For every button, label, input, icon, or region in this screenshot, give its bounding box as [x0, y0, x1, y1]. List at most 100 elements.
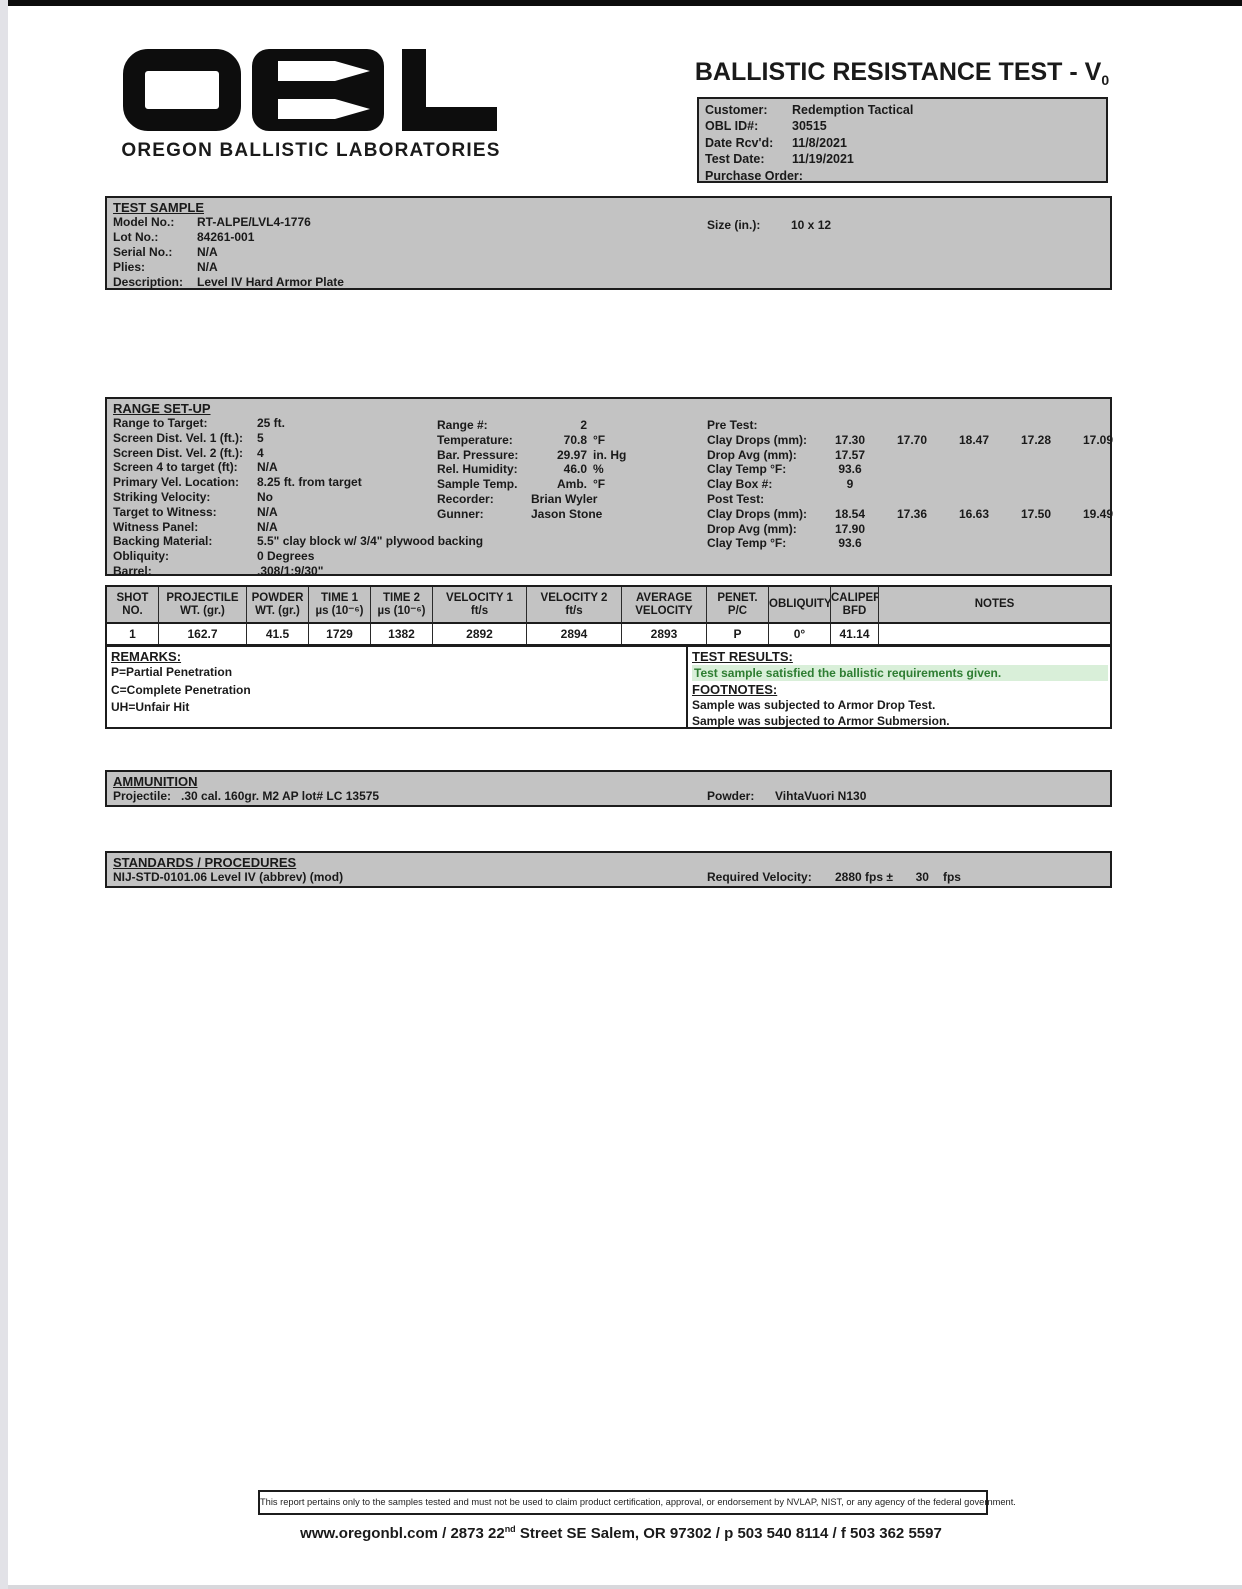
- range-setup-middle-column: Range #: 2 Temperature: 70.8 °F Bar. Pressu…: [437, 418, 626, 522]
- cell-shot-no: 1: [107, 624, 159, 644]
- header-info-box: Customer: Redemption Tactical OBL ID#: 305…: [697, 97, 1108, 183]
- pre-drop-avg-row: Drop Avg (mm): 17.57: [707, 447, 866, 462]
- footnote-line: Sample was subjected to Armor Drop Test.: [692, 698, 936, 712]
- col-header-average-velocity: AVERAGE VELOCITY: [622, 587, 707, 624]
- field-row: Temperature: 70.8 °F: [437, 432, 606, 447]
- disclaimer-box: This report pertains only to the samples…: [258, 1490, 1016, 1515]
- obl-logo-icon: [123, 49, 497, 131]
- obl-logo: OREGON BALLISTIC LABORATORIES: [120, 46, 502, 164]
- pre-clay-drops-row: Clay Drops (mm): 17.30 17.70 18.47 17.28 17.0…: [707, 432, 1114, 447]
- cell-caliper-bfd: 41.14: [831, 624, 879, 644]
- pre-test-label: Pre Test:: [707, 418, 758, 432]
- col-header-time2: TIME 2 µs (10⁻⁶): [371, 587, 433, 624]
- shot-table-data-row: 1 162.7 41.5 1729 1382 2892 2894 2893 P …: [107, 624, 1110, 644]
- cell-velocity2: 2894: [527, 624, 622, 644]
- ammunition-row: Projectile: .30 cal. 160gr. M2 AP lot# LC…: [113, 789, 867, 803]
- field-row: Screen Dist. Vel. 2 (ft.): 4: [113, 445, 264, 460]
- field-row: Model No.: RT-ALPE/LVL4-1776: [113, 215, 311, 229]
- cell-velocity1: 2892: [433, 624, 527, 644]
- remark-line: UH=Unfair Hit: [111, 700, 190, 714]
- field-row: Rel. Humidity: 46.0%: [437, 462, 604, 477]
- test-results-section: TEST RESULTS: Test sample satisfied the …: [686, 645, 1112, 729]
- field-row: Barrel: .308/1:9/30": [113, 563, 324, 578]
- field-row: Backing Material: 5.5" clay block w/ 3/4"…: [113, 534, 484, 549]
- field-row: Bar. Pressure: 29.97 in. Hg: [437, 447, 627, 462]
- info-row-purchase-order: Purchase Order:: [705, 168, 803, 183]
- field-row: Screen 4 to target (ft): N/A: [113, 460, 278, 475]
- col-header-caliper-bfd: CALIPER BFD: [831, 587, 879, 624]
- range-setup-section: RANGE SET-UP Range to Target: 25 ft. Scre…: [105, 397, 1113, 579]
- post-clay-temp-row: Clay Temp °F: 93.6: [707, 536, 862, 551]
- field-row: Gunner: Jason Stone: [437, 506, 603, 521]
- test-result-status: Test sample satisfied the ballistic requ…: [692, 665, 1108, 681]
- field-row: Obliquity: 0 Degrees: [113, 549, 315, 564]
- range-setup-left-column: Range to Target: 25 ft. Screen Dist. Vel.…: [113, 416, 1110, 579]
- col-header-obliquity: OBLIQUITY: [769, 587, 831, 624]
- cell-projectile-wt: 162.7: [159, 624, 247, 644]
- field-row: Description: Level IV Hard Armor Plate: [113, 274, 344, 289]
- cell-time1: 1729: [309, 624, 371, 644]
- pre-clay-temp-row: Clay Temp °F: 93.6: [707, 462, 862, 477]
- col-header-projectile-wt: PROJECTILE WT. (gr.): [159, 587, 247, 624]
- scan-edge-bottom: [8, 1585, 1242, 1589]
- footer-address: www.oregonbl.com / 2873 22nd Street SE S…: [300, 1524, 942, 1542]
- info-row-test-date: Test Date: 11/19/2021: [705, 152, 854, 167]
- ammunition-heading: AMMUNITION: [113, 774, 198, 789]
- col-header-notes: NOTES: [879, 587, 1110, 624]
- page-title: BALLISTIC RESISTANCE TEST - V0: [694, 58, 1110, 88]
- field-row: Primary Vel. Location: 8.25 ft. from targ…: [113, 475, 362, 490]
- cell-obliquity: 0°: [769, 624, 831, 644]
- field-row: Target to Witness: N/A: [113, 504, 278, 519]
- field-row: Range #: 2: [437, 418, 587, 432]
- field-row: Range to Target: 25 ft.: [113, 416, 286, 430]
- size-field: Size (in.): 10 x 12: [707, 218, 832, 232]
- info-row-obl-id: OBL ID#: 30515: [705, 119, 827, 134]
- info-row-customer: Customer: Redemption Tactical: [705, 103, 914, 117]
- col-header-time1: TIME 1 µs (10⁻⁶): [309, 587, 371, 624]
- col-header-shot-no: SHOT NO.: [107, 587, 159, 624]
- ammunition-section: AMMUNITION Projectile: .30 cal. 160gr. M2…: [105, 770, 1112, 807]
- post-clay-drops-row: Clay Drops (mm): 18.54 17.36 16.63 17.50 19.4…: [707, 506, 1114, 521]
- cell-penetration: P: [707, 624, 769, 644]
- post-drop-avg-row: Drop Avg (mm): 17.90: [707, 521, 866, 536]
- logo-subtext: OREGON BALLISTIC LABORATORIES: [121, 140, 501, 161]
- info-row-date-rcvd: Date Rcv'd: 11/8/2021: [705, 135, 847, 150]
- powder-field: Powder: VihtaVuori N130: [707, 789, 867, 803]
- field-row: Serial No.: N/A: [113, 244, 218, 259]
- required-velocity-field: Required Velocity: 2880 fps ±30 fps: [707, 870, 961, 884]
- standards-row: NIJ-STD-0101.06 Level IV (abbrev) (mod) …: [113, 870, 961, 884]
- test-results-heading: TEST RESULTS:: [692, 649, 793, 664]
- footnotes-heading: FOOTNOTES:: [692, 682, 778, 697]
- col-header-velocity1: VELOCITY 1 ft/s: [433, 587, 527, 624]
- test-sample-section: TEST SAMPLE Model No.: RT-ALPE/LVL4-1776 …: [105, 196, 1112, 290]
- range-setup-right-column: Pre Test: Clay Drops (mm): 17.30 17.70 18.4…: [707, 418, 1129, 551]
- cell-time2: 1382: [371, 624, 433, 644]
- field-row: Screen Dist. Vel. 1 (ft.): 5: [113, 430, 264, 445]
- cell-notes: [879, 624, 1110, 644]
- cell-average-velocity: 2893: [622, 624, 707, 644]
- col-header-powder-wt: POWDER WT. (gr.): [247, 587, 309, 624]
- standards-heading: STANDARDS / PROCEDURES: [113, 855, 297, 870]
- remark-line: P=Partial Penetration: [111, 665, 233, 679]
- clay-box-row: Clay Box #: 9: [707, 477, 854, 492]
- range-setup-heading: RANGE SET-UP: [113, 401, 211, 416]
- post-test-label: Post Test:: [707, 491, 765, 506]
- field-row: Sample Temp. Amb. °F: [437, 477, 606, 492]
- col-header-penetration: PENET. P/C: [707, 587, 769, 624]
- test-sample-heading: TEST SAMPLE: [113, 200, 205, 215]
- standards-section: STANDARDS / PROCEDURES NIJ-STD-0101.06 L…: [105, 851, 1112, 888]
- scan-edge-left: [0, 0, 8, 1589]
- scan-edge-top: [8, 0, 1242, 6]
- shot-table: SHOT NO. PROJECTILE WT. (gr.) POWDER WT. (g…: [105, 585, 1112, 646]
- field-row: Lot No.: 84261-001: [113, 229, 255, 244]
- remarks-section: REMARKS: P=Partial Penetration C=Complet…: [105, 645, 688, 729]
- remark-line: C=Complete Penetration: [111, 682, 251, 697]
- col-header-velocity2: VELOCITY 2 ft/s: [527, 587, 622, 624]
- field-row: Plies: N/A: [113, 259, 218, 274]
- remarks-heading: REMARKS:: [111, 649, 182, 664]
- shot-table-header-row: SHOT NO. PROJECTILE WT. (gr.) POWDER WT. (g…: [107, 587, 1110, 624]
- cell-powder-wt: 41.5: [247, 624, 309, 644]
- title-subscript: 0: [1101, 72, 1110, 88]
- footnote-line: Sample was subjected to Armor Submersion…: [692, 714, 950, 728]
